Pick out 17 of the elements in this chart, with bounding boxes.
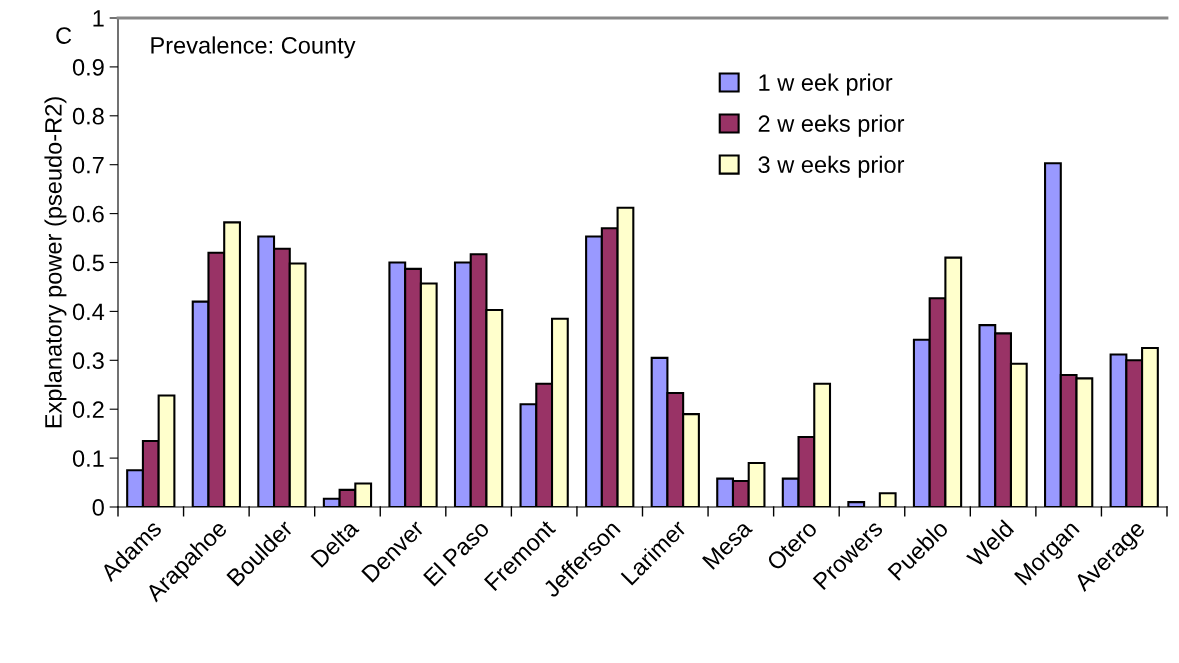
legend-label: 2 w eeks prior	[758, 114, 905, 137]
y-tick-label: 0.6	[72, 205, 104, 223]
text: C	[56, 27, 72, 44]
y-tick-label: 0.2	[72, 401, 104, 418]
y-tick-label: 0.5	[72, 254, 104, 272]
y-tick-label: 0.7	[72, 156, 104, 174]
legend-label: 1 w eek prior	[759, 73, 893, 96]
y-tick-label: 0.8	[72, 107, 104, 125]
legend-label: 3 w eeks prior	[758, 155, 905, 178]
y-tick-label: 0.4	[72, 303, 105, 321]
annotation: Prevalence: County	[151, 36, 356, 59]
y-tick-label: 1	[93, 10, 104, 27]
y-tick-label: 0.3	[72, 352, 104, 370]
y-tick-label: 0.9	[72, 58, 104, 76]
y-tick-label: 0.1	[72, 450, 104, 467]
y-axis-title: Explanatory power (pseudo-R2)	[44, 97, 67, 428]
y-tick-label: 0	[92, 499, 104, 516]
